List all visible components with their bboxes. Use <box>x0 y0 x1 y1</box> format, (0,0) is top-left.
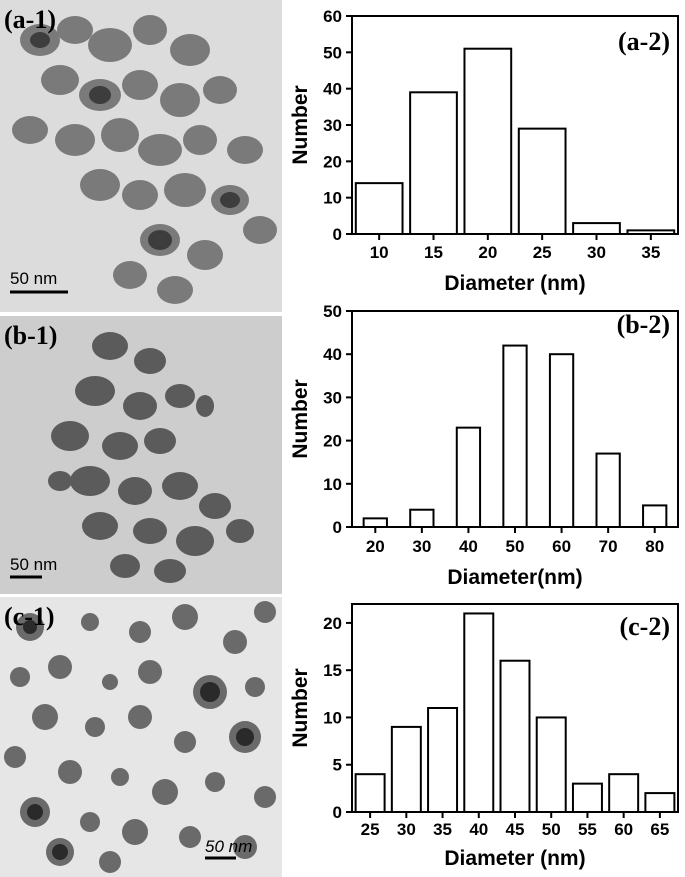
x-tick-label: 50 <box>506 537 525 556</box>
image-label-c: (c-1) <box>4 602 55 631</box>
bar-10 <box>354 182 404 235</box>
y-tick-label: 30 <box>323 116 342 135</box>
particle-cluster-b <box>48 332 254 583</box>
bar-40 <box>463 612 495 814</box>
x-tick-label: 25 <box>361 820 380 839</box>
tem-image-b: (b-1) 50 nm <box>0 316 282 594</box>
bar-45 <box>499 659 531 813</box>
bar-50 <box>535 716 567 813</box>
y-tick-label: 15 <box>323 661 342 680</box>
x-tick-label: 25 <box>533 243 552 262</box>
bar-30 <box>390 725 422 813</box>
x-tick-label: 60 <box>552 537 571 556</box>
y-tick-label: 0 <box>333 225 342 244</box>
y-axis-label: Number <box>289 379 312 458</box>
y-tick-label: 40 <box>323 80 342 99</box>
bar-40 <box>455 426 482 528</box>
bar-25 <box>517 127 567 235</box>
y-tick-label: 20 <box>323 152 342 171</box>
y-tick-label: 40 <box>323 345 342 364</box>
bar-20 <box>463 47 513 236</box>
bar-55 <box>571 782 603 814</box>
image-label-a: (a-1) <box>4 5 56 34</box>
y-tick-label: 5 <box>333 756 342 775</box>
scale-bar-label-a: 50 nm <box>10 269 57 288</box>
bar-60 <box>608 773 640 814</box>
x-tick-label: 80 <box>645 537 664 556</box>
x-axis-label: Diameter(nm) <box>447 566 582 589</box>
x-tick-label: 40 <box>459 537 478 556</box>
histogram-b: 0 10 20 30 40 50 20 30 40 50 60 70 80 Diameter(nm) Num… <box>289 302 679 589</box>
scale-bar-label-c: 50 nm <box>205 837 252 856</box>
y-tick-label: 50 <box>323 43 342 62</box>
bar-50 <box>502 344 528 529</box>
x-tick-label: 65 <box>650 820 669 839</box>
bar-15 <box>409 91 458 235</box>
x-tick-label: 20 <box>478 243 497 262</box>
x-tick-label: 50 <box>542 820 561 839</box>
bar-30 <box>409 508 435 529</box>
image-label-b: (b-1) <box>4 321 57 350</box>
bar-80 <box>642 504 668 528</box>
y-tick-label: 0 <box>333 518 342 537</box>
y-axis-label: Number <box>289 668 312 747</box>
bar-20 <box>362 517 388 529</box>
bar-35 <box>427 707 459 813</box>
scale-bar-label-b: 50 nm <box>10 555 57 574</box>
x-tick-label: 30 <box>412 537 431 556</box>
bar-25 <box>354 773 386 814</box>
chart-a: 0 10 20 30 40 50 60 10 15 20 25 30 35 Diameter (nm) Nu… <box>282 0 685 312</box>
y-axis-label: Number <box>289 85 312 164</box>
x-tick-label: 60 <box>614 820 633 839</box>
tem-micrograph-c: (c-1) 50 nm <box>0 597 282 877</box>
x-tick-label: 15 <box>424 243 443 262</box>
tem-micrograph-a: (a-1) 50 nm <box>0 0 282 312</box>
x-tick-label: 10 <box>370 243 389 262</box>
x-tick-label: 35 <box>641 243 660 262</box>
y-tick-label: 10 <box>323 708 342 727</box>
chart-c: 0 5 10 15 20 25 30 35 40 45 50 55 60 65 Diameter (nm) N… <box>282 597 685 877</box>
histogram-c: 0 5 10 15 20 25 30 35 40 45 50 55 60 65 Diameter (nm) N… <box>289 603 679 870</box>
y-tick-label: 10 <box>323 189 342 208</box>
y-tick-label: 50 <box>323 302 342 321</box>
x-tick-label: 35 <box>433 820 452 839</box>
x-tick-label: 45 <box>506 820 525 839</box>
panel-label: (a-2) <box>618 27 670 56</box>
x-axis-label: Diameter (nm) <box>444 272 585 295</box>
bar-60 <box>548 353 575 529</box>
x-tick-label: 20 <box>366 537 385 556</box>
bar-70 <box>595 452 621 528</box>
y-tick-label: 60 <box>323 7 342 26</box>
y-tick-label: 0 <box>333 803 342 822</box>
histogram-a: 0 10 20 30 40 50 60 10 15 20 25 30 35 Diameter (nm) Nu… <box>289 7 679 295</box>
chart-b: 0 10 20 30 40 50 20 30 40 50 60 70 80 Diameter(nm) Num… <box>282 300 685 592</box>
x-tick-label: 30 <box>587 243 606 262</box>
y-tick-label: 20 <box>323 432 342 451</box>
x-tick-label: 70 <box>599 537 618 556</box>
tem-micrograph-b: (b-1) 50 nm <box>0 316 282 594</box>
panel-label: (c-2) <box>619 612 670 641</box>
particle-cluster-a <box>12 15 277 304</box>
x-tick-label: 55 <box>578 820 597 839</box>
bar-30 <box>572 222 621 236</box>
tem-image-c: (c-1) 50 nm <box>0 597 282 877</box>
tem-image-a: (a-1) 50 nm <box>0 0 282 312</box>
y-tick-label: 30 <box>323 388 342 407</box>
x-axis-label: Diameter (nm) <box>444 847 585 870</box>
x-tick-label: 40 <box>469 820 488 839</box>
y-tick-label: 10 <box>323 475 342 494</box>
x-tick-label: 30 <box>397 820 416 839</box>
bar-65 <box>644 792 676 814</box>
panel-label: (b-2) <box>617 310 670 339</box>
y-tick-label: 20 <box>323 614 342 633</box>
